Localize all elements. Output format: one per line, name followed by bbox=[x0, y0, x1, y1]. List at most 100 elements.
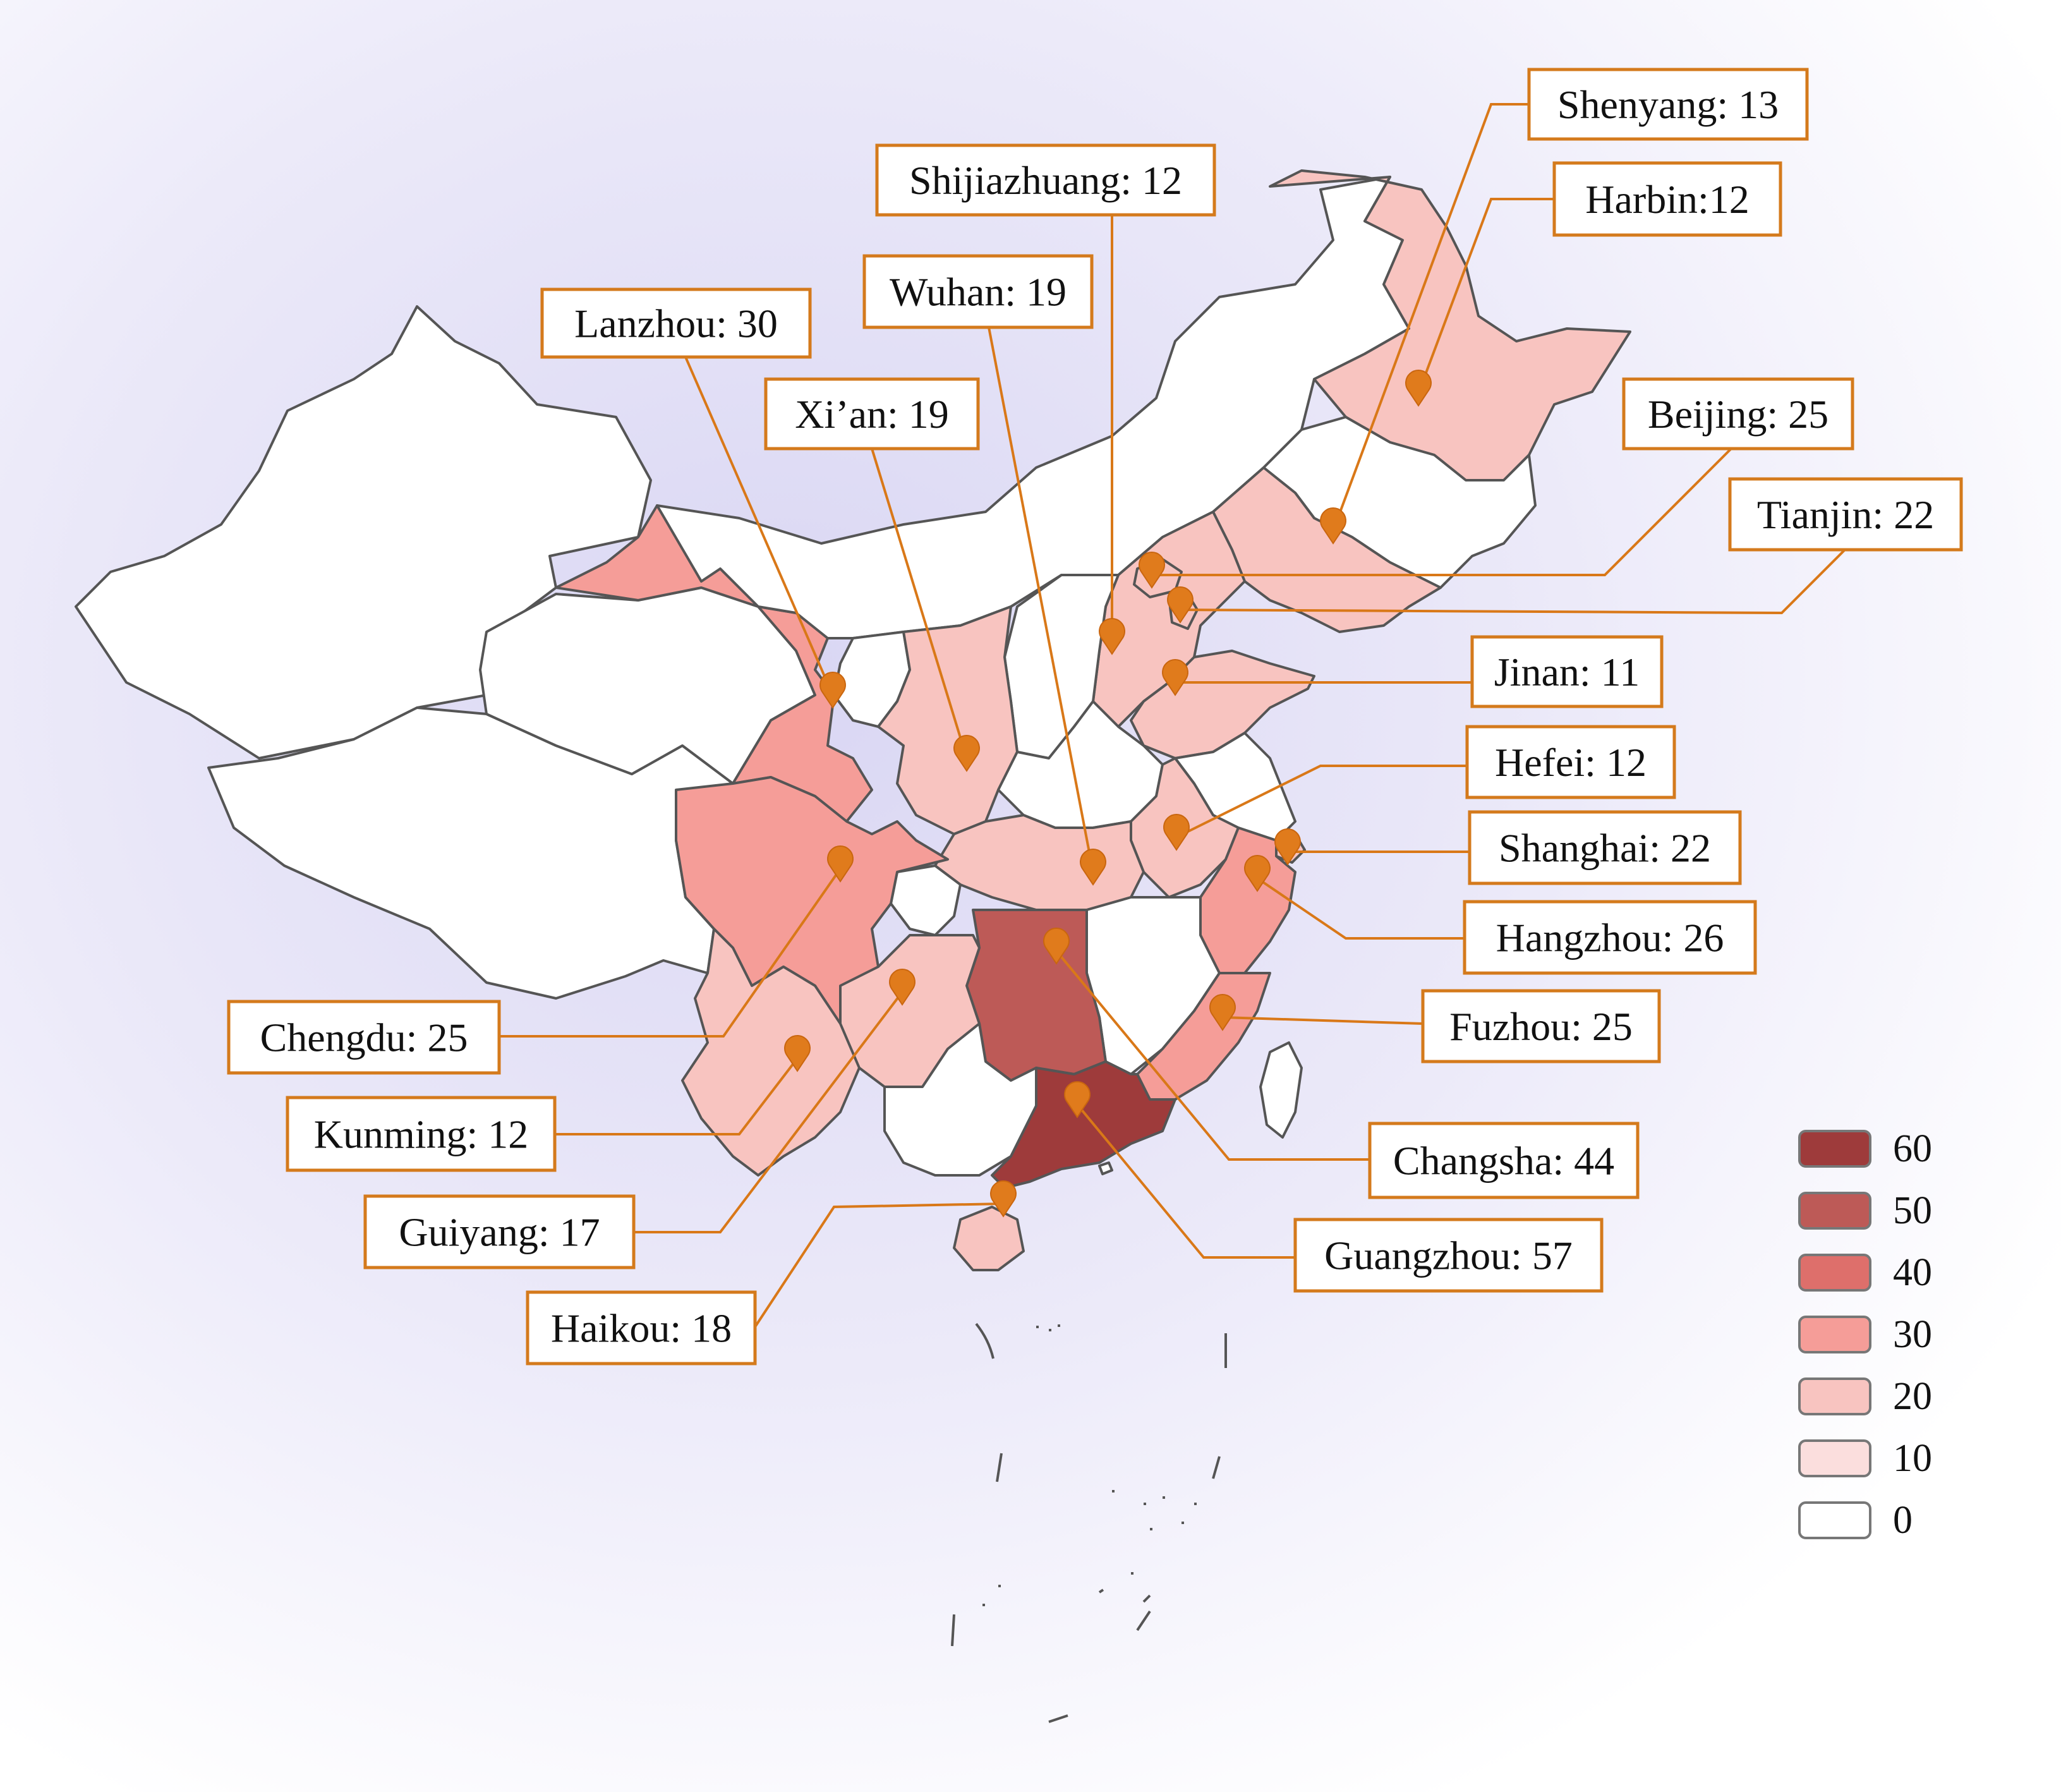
city-label-beijing: Beijing: 25 bbox=[1648, 392, 1828, 437]
city-label-jinan: Jinan: 11 bbox=[1494, 650, 1640, 694]
legend-swatch-10 bbox=[1798, 1439, 1871, 1477]
label-box-xian bbox=[764, 377, 980, 451]
south-china-sea-islands bbox=[951, 1323, 1227, 1723]
label-box-shenyang bbox=[1527, 68, 1809, 141]
leader-line-beijing bbox=[1152, 447, 1732, 576]
city-label-chengdu: Chengdu: 25 bbox=[260, 1015, 468, 1060]
label-box-guangzhou bbox=[1293, 1218, 1604, 1293]
city-label-fuzhou: Fuzhou: 25 bbox=[1449, 1004, 1633, 1049]
province-taiwan[interactable] bbox=[1259, 1041, 1303, 1139]
leader-line-shenyang bbox=[1332, 103, 1529, 531]
map-pin-icon-haikou[interactable] bbox=[990, 1180, 1017, 1218]
leader-line-hefei bbox=[1176, 765, 1467, 838]
leader-line-xian bbox=[871, 448, 968, 759]
city-label-harbin: Harbin:12 bbox=[1585, 177, 1750, 222]
legend-swatch-0 bbox=[1798, 1501, 1871, 1539]
province-hubei[interactable] bbox=[934, 814, 1145, 911]
province-fujian[interactable] bbox=[1136, 972, 1271, 1101]
map-pin-icon-jinan[interactable] bbox=[1162, 659, 1188, 696]
map-pin-icon-shenyang[interactable] bbox=[1320, 507, 1346, 545]
legend-label-60: 60 bbox=[1893, 1127, 1932, 1170]
legend-label-10: 10 bbox=[1893, 1437, 1932, 1480]
city-label-hefei: Hefei: 12 bbox=[1495, 740, 1647, 785]
leader-line-lanzhou bbox=[684, 356, 834, 696]
leader-line-harbin bbox=[1417, 198, 1554, 394]
map-pin-icon-hangzhou[interactable] bbox=[1244, 855, 1271, 892]
map-pin-icon-changsha[interactable] bbox=[1043, 928, 1070, 965]
leader-line-hangzhou bbox=[1256, 877, 1465, 940]
label-box-shijiazhuang bbox=[875, 143, 1216, 217]
label-box-hangzhou bbox=[1463, 900, 1757, 975]
city-label-shenyang: Shenyang: 13 bbox=[1557, 82, 1779, 127]
label-box-fuzhou bbox=[1421, 989, 1661, 1063]
city-label-shanghai: Shanghai: 22 bbox=[1499, 826, 1711, 871]
city-labels: Shenyang: 13 Harbin:12 Shijiazhuang: 12 Wuh… bbox=[227, 68, 1963, 1365]
label-box-lanzhou bbox=[540, 288, 812, 359]
label-box-guiyang bbox=[363, 1194, 636, 1269]
label-box-hefei bbox=[1465, 725, 1676, 799]
map-pin-icon-lanzhou[interactable] bbox=[819, 672, 846, 709]
label-box-changsha bbox=[1368, 1122, 1640, 1199]
leader-line-chengdu bbox=[499, 868, 842, 1038]
label-box-beijing bbox=[1622, 377, 1854, 451]
province-liaoning[interactable] bbox=[1212, 466, 1442, 633]
legend-label-40: 40 bbox=[1893, 1251, 1932, 1294]
leader-line-tianjin bbox=[1180, 548, 1846, 615]
map-pin-icon-kunming[interactable] bbox=[784, 1035, 811, 1072]
legend-label-30: 30 bbox=[1893, 1313, 1932, 1356]
city-markers bbox=[784, 370, 1432, 1218]
province-hainan[interactable] bbox=[953, 1206, 1025, 1271]
city-label-guangzhou: Guangzhou: 57 bbox=[1324, 1233, 1573, 1278]
map-pin-icon-shijiazhuang[interactable] bbox=[1099, 618, 1125, 655]
map-pin-icon-beijing[interactable] bbox=[1139, 552, 1165, 589]
city-label-tianjin: Tianjin: 22 bbox=[1757, 492, 1934, 537]
legend: 60 50 40 30 20 10 0 bbox=[1798, 1127, 1932, 1542]
province-guizhou[interactable] bbox=[839, 934, 981, 1088]
city-label-haikou: Haikou: 18 bbox=[551, 1306, 732, 1351]
province-chongqing[interactable] bbox=[890, 864, 962, 936]
city-label-lanzhou: Lanzhou: 30 bbox=[574, 301, 778, 346]
city-label-kunming: Kunming: 12 bbox=[314, 1112, 529, 1157]
leader-lines bbox=[499, 103, 1846, 1328]
legend-swatch-40 bbox=[1798, 1254, 1871, 1292]
leader-line-guangzhou bbox=[1076, 1103, 1295, 1259]
map-pin-icon-fuzhou[interactable] bbox=[1209, 994, 1236, 1031]
leader-line-wuhan bbox=[988, 327, 1094, 873]
city-label-shijiazhuang: Shijiazhuang: 12 bbox=[909, 158, 1182, 203]
map-pin-icon-tianjin[interactable] bbox=[1167, 586, 1194, 624]
label-box-chengdu bbox=[227, 1000, 501, 1075]
leader-line-guiyang bbox=[634, 991, 904, 1233]
city-label-hangzhou: Hangzhou: 26 bbox=[1496, 916, 1724, 960]
map-pin-icon-xian[interactable] bbox=[953, 735, 980, 772]
leader-line-haikou bbox=[754, 1202, 1004, 1328]
legend-swatch-50 bbox=[1798, 1192, 1871, 1230]
label-box-haikou bbox=[526, 1290, 757, 1365]
label-box-wuhan bbox=[862, 254, 1094, 329]
region-hongkong bbox=[1098, 1161, 1113, 1175]
province-hunan[interactable] bbox=[965, 909, 1107, 1082]
province-guangdong[interactable] bbox=[991, 1060, 1176, 1189]
leader-line-fuzhou bbox=[1222, 1016, 1423, 1025]
legend-label-20: 20 bbox=[1893, 1375, 1932, 1418]
legend-swatch-20 bbox=[1798, 1377, 1871, 1415]
map-pin-icon-hefei[interactable] bbox=[1163, 814, 1190, 851]
map-pin-icon-harbin[interactable] bbox=[1405, 370, 1432, 407]
label-box-tianjin bbox=[1728, 477, 1963, 552]
label-box-harbin bbox=[1552, 161, 1782, 237]
legend-label-50: 50 bbox=[1893, 1189, 1932, 1232]
map-pin-icon-guiyang[interactable] bbox=[889, 969, 916, 1006]
map-pin-icon-wuhan[interactable] bbox=[1080, 849, 1106, 886]
label-box-kunming bbox=[286, 1096, 557, 1172]
label-box-jinan bbox=[1470, 635, 1664, 708]
legend-label-0: 0 bbox=[1893, 1499, 1913, 1542]
label-box-shanghai bbox=[1468, 810, 1742, 885]
legend-swatch-30 bbox=[1798, 1316, 1871, 1353]
legend-swatch-60 bbox=[1798, 1130, 1871, 1168]
map-pin-icon-shanghai[interactable] bbox=[1274, 828, 1301, 866]
map-pin-icon-guangzhou[interactable] bbox=[1064, 1081, 1091, 1118]
city-label-changsha: Changsha: 44 bbox=[1393, 1139, 1614, 1184]
leader-line-kunming bbox=[555, 1057, 799, 1135]
leader-line-changsha bbox=[1055, 950, 1370, 1161]
map-pin-icon-chengdu[interactable] bbox=[827, 845, 854, 883]
